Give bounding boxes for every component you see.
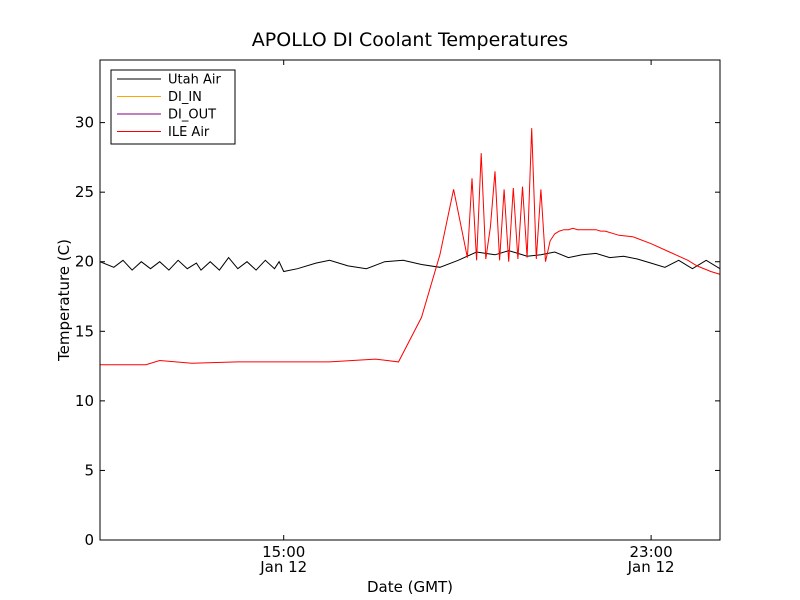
y-axis-label: Temperature (C) (55, 239, 73, 362)
y-tick-label: 25 (75, 183, 94, 201)
x-tick-label-date: Jan 12 (627, 558, 675, 576)
legend-label: Utah Air (168, 73, 221, 88)
plot-area (100, 128, 720, 366)
y-tick-label: 0 (84, 531, 94, 549)
y-tick-label: 15 (75, 322, 94, 340)
x-tick-label-date: Jan 12 (259, 558, 307, 576)
x-axis-label: Date (GMT) (367, 578, 453, 596)
y-tick-label: 30 (75, 114, 94, 132)
legend: Utah Air DI_IN DI_OUT ILE Air (110, 69, 236, 145)
series-line-ile-air (100, 128, 720, 366)
x-tick-label-time: 15:00 (262, 543, 305, 561)
plot-frame (99, 59, 721, 541)
legend-label: DI_IN (168, 90, 202, 105)
x-tick-label-time: 23:00 (629, 543, 672, 561)
y-tick-label: 5 (84, 461, 94, 479)
legend-label: ILE Air (168, 125, 210, 140)
series-line-utah-air (100, 250, 720, 273)
chart-title: APOLLO DI Coolant Temperatures (252, 29, 568, 51)
y-tick-label: 10 (75, 392, 94, 410)
legend-label: DI_OUT (168, 108, 216, 123)
y-axis: 0 5 10 15 20 25 30 (75, 114, 720, 549)
y-tick-label: 20 (75, 253, 94, 271)
